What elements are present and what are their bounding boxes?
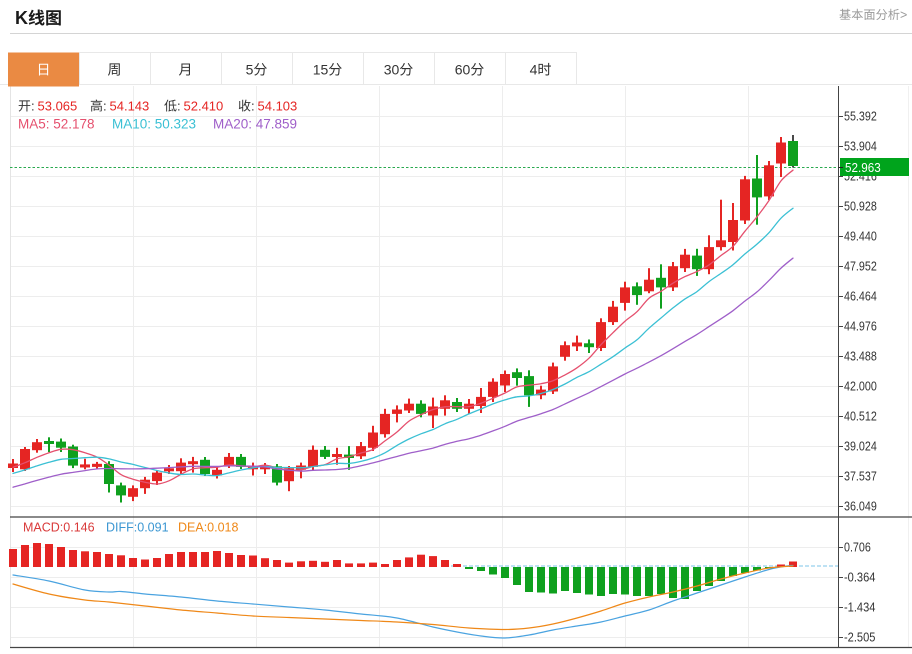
svg-text:15: 15 bbox=[313, 62, 329, 78]
svg-text:52.410: 52.410 bbox=[184, 99, 224, 114]
svg-text::: : bbox=[31, 99, 35, 114]
svg-text:36.049: 36.049 bbox=[844, 499, 877, 514]
svg-text:44.976: 44.976 bbox=[844, 319, 877, 334]
svg-text:>: > bbox=[900, 8, 907, 22]
svg-text:47.952: 47.952 bbox=[844, 259, 877, 274]
svg-text:37.537: 37.537 bbox=[844, 469, 877, 484]
svg-text:46.464: 46.464 bbox=[844, 289, 877, 304]
svg-text:40.512: 40.512 bbox=[844, 409, 877, 424]
svg-text:49.440: 49.440 bbox=[844, 229, 877, 244]
svg-text:0.706: 0.706 bbox=[844, 540, 871, 555]
svg-text:55.392: 55.392 bbox=[844, 109, 877, 124]
svg-text:50.928: 50.928 bbox=[844, 199, 877, 214]
svg-text::: : bbox=[103, 99, 107, 114]
svg-text:43.488: 43.488 bbox=[844, 349, 877, 364]
svg-text:53.065: 53.065 bbox=[38, 99, 78, 114]
svg-text:54.143: 54.143 bbox=[110, 99, 150, 114]
svg-text:30: 30 bbox=[384, 62, 400, 78]
svg-text:-0.364: -0.364 bbox=[844, 570, 875, 585]
svg-text:5: 5 bbox=[246, 62, 254, 78]
svg-text::: : bbox=[177, 99, 181, 114]
svg-text:60: 60 bbox=[455, 62, 471, 78]
svg-text:39.024: 39.024 bbox=[844, 439, 877, 454]
svg-text:42.000: 42.000 bbox=[844, 379, 877, 394]
svg-text:-1.434: -1.434 bbox=[844, 600, 875, 615]
svg-text:-2.505: -2.505 bbox=[844, 630, 875, 645]
svg-text:4: 4 bbox=[530, 62, 538, 78]
svg-text:K: K bbox=[15, 8, 28, 28]
svg-text::: : bbox=[251, 99, 255, 114]
svg-text:52.963: 52.963 bbox=[845, 160, 881, 175]
svg-text:54.103: 54.103 bbox=[258, 99, 298, 114]
svg-text:53.904: 53.904 bbox=[844, 139, 877, 154]
